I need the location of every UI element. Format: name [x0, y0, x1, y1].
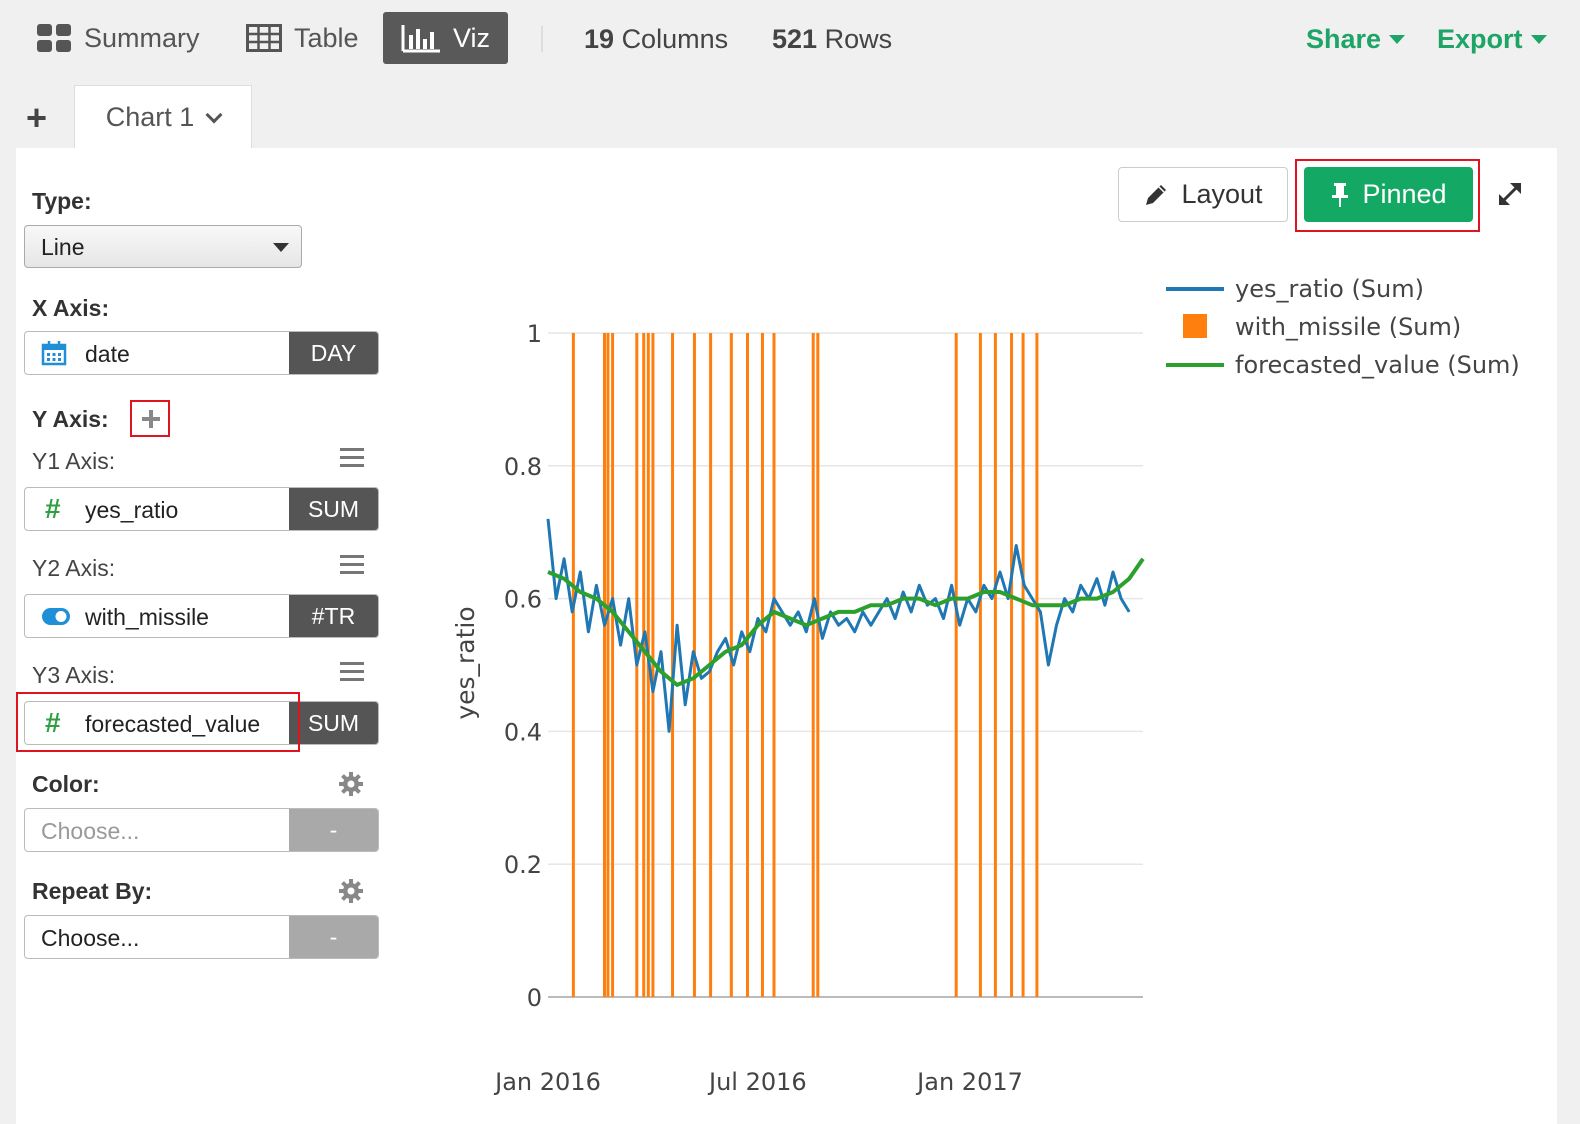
pin-icon	[1332, 182, 1349, 207]
chevron-down-icon	[205, 106, 223, 123]
plus-icon: +	[26, 97, 48, 138]
y1-aggregation-button[interactable]: SUM	[289, 488, 378, 530]
y2-menu-icon[interactable]	[340, 555, 364, 579]
y2-axis-label: Y2 Axis:	[32, 555, 116, 581]
summary-label: Summary	[84, 22, 200, 53]
y3-axis-field[interactable]: # forecasted_value SUM	[24, 701, 379, 745]
x-axis-aggregation-button[interactable]: DAY	[289, 332, 378, 374]
y1-field-name: yes_ratio	[85, 497, 179, 523]
caret-down-icon	[1530, 35, 1547, 44]
chart-tab-label: Chart 1	[105, 102, 195, 132]
table-label: Table	[294, 22, 359, 53]
y1-menu-icon[interactable]	[340, 448, 364, 472]
columns-label: Columns	[621, 24, 729, 54]
y3-menu-icon[interactable]	[340, 662, 364, 686]
pinned-button[interactable]: Pinned	[1304, 167, 1473, 222]
table-icon	[246, 24, 282, 52]
summary-icon	[37, 24, 71, 52]
x-axis-field-name: date	[85, 341, 130, 367]
toggle-icon	[42, 608, 70, 625]
color-label: Color:	[32, 771, 100, 797]
table-tab-button[interactable]: Table	[246, 12, 359, 64]
y2-axis-field[interactable]: with_missile #TR	[24, 594, 379, 638]
y3-axis-label: Y3 Axis:	[32, 662, 116, 688]
color-field[interactable]: Choose... -	[24, 808, 379, 852]
type-label: Type:	[32, 188, 92, 214]
rows-label: Rows	[824, 24, 893, 54]
dropdown-caret-icon	[273, 243, 289, 252]
chart-type-select[interactable]: Line	[24, 225, 302, 268]
columns-count: 19 Columns	[584, 24, 728, 55]
number-icon: #	[45, 707, 61, 738]
calendar-icon	[41, 341, 67, 366]
add-chart-button[interactable]: +	[26, 100, 47, 136]
viz-label: Viz	[452, 22, 490, 53]
y1-axis-field[interactable]: # yes_ratio SUM	[24, 487, 379, 531]
highlight-box	[16, 692, 300, 752]
top-toolbar: Summary Table Viz 19 Columns 521 Rows Sh…	[0, 0, 1580, 80]
number-icon: #	[45, 493, 61, 524]
highlight-box	[130, 400, 170, 437]
export-label: Export	[1437, 24, 1523, 54]
color-placeholder: Choose...	[41, 818, 140, 844]
y3-field-name: forecasted_value	[85, 711, 261, 737]
rows-count: 521 Rows	[772, 24, 892, 55]
pinned-label: Pinned	[1362, 179, 1447, 209]
repeat-by-aggregation-button[interactable]: -	[289, 916, 378, 958]
x-axis-field[interactable]: date DAY	[24, 331, 379, 375]
gear-icon[interactable]	[338, 878, 364, 904]
caret-down-icon	[1389, 35, 1406, 44]
chart-type-value: Line	[41, 234, 85, 260]
viz-tab-button[interactable]: Viz	[383, 12, 508, 64]
y2-aggregation-button[interactable]: #TR	[289, 595, 378, 637]
repeat-by-field[interactable]: Choose... -	[24, 915, 379, 959]
repeat-by-label: Repeat By:	[32, 878, 153, 904]
export-menu[interactable]: Export	[1437, 24, 1547, 55]
share-label: Share	[1306, 24, 1382, 54]
repeat-by-value: Choose...	[41, 925, 140, 951]
toolbar-divider	[541, 26, 543, 52]
share-menu[interactable]: Share	[1306, 24, 1406, 55]
y1-axis-label: Y1 Axis:	[32, 448, 116, 474]
rows-number: 521	[772, 24, 818, 54]
layout-label: Layout	[1181, 179, 1263, 209]
columns-number: 19	[584, 24, 615, 54]
tab-chart-1[interactable]: Chart 1	[74, 85, 252, 149]
plus-icon	[142, 410, 160, 428]
x-axis-label: X Axis:	[32, 295, 110, 321]
gear-icon[interactable]	[338, 771, 364, 797]
bar-chart-icon	[401, 25, 440, 53]
expand-icon[interactable]	[1496, 180, 1524, 208]
highlight-box	[1295, 159, 1480, 232]
color-aggregation-button[interactable]: -	[289, 809, 378, 851]
summary-tab-button[interactable]: Summary	[36, 12, 200, 64]
y3-aggregation-button[interactable]: SUM	[289, 702, 378, 744]
y2-field-name: with_missile	[85, 604, 209, 630]
layout-button[interactable]: Layout	[1118, 167, 1288, 222]
pencil-icon	[1146, 184, 1167, 205]
add-y-axis-button[interactable]	[140, 408, 162, 435]
y-axis-label: Y Axis:	[32, 406, 109, 432]
